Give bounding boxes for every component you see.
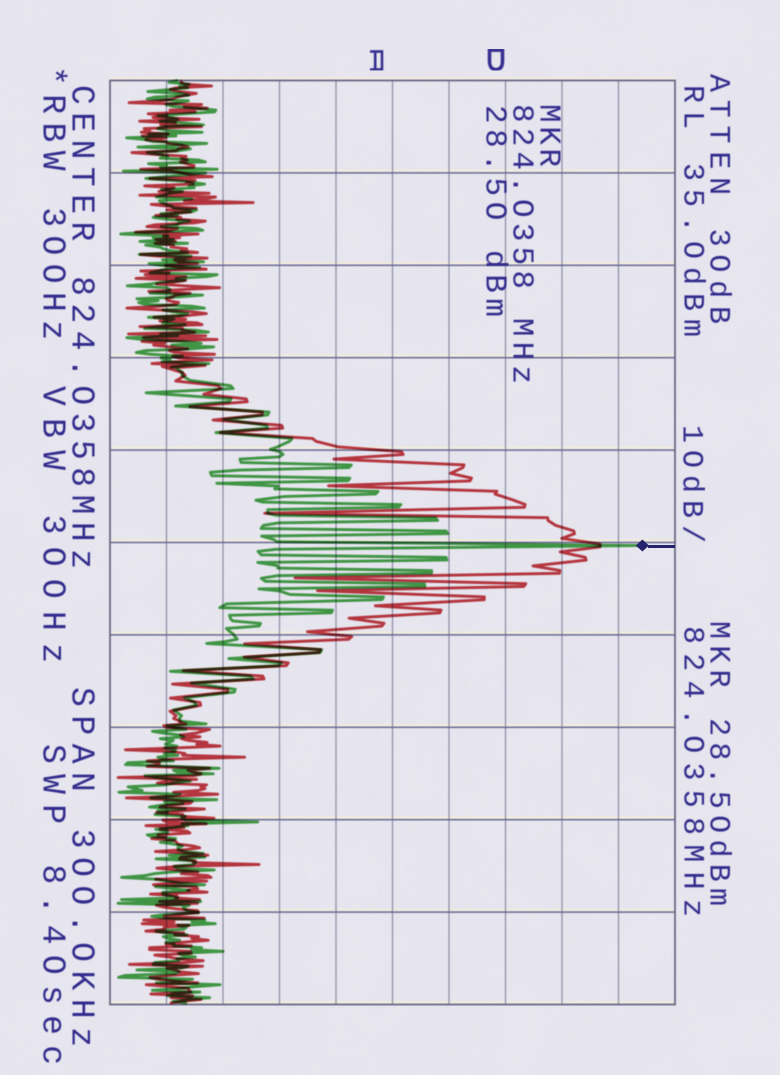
svg-text:1OdB/: 1OdB/ — [673, 425, 707, 543]
svg-text:28.5O dBm: 28.5O dBm — [477, 105, 512, 317]
svg-text:VBW 3OOHz: VBW 3OOHz — [33, 386, 70, 663]
svg-text:SPAN 3OO.OKHz: SPAN 3OO.OKHz — [62, 687, 99, 1047]
svg-text:SWP 8.4Osec: SWP 8.4Osec — [33, 744, 70, 1065]
svg-text:824.O358MHz: 824.O358MHz — [674, 626, 708, 917]
svg-text:MKR: MKR — [531, 104, 566, 167]
